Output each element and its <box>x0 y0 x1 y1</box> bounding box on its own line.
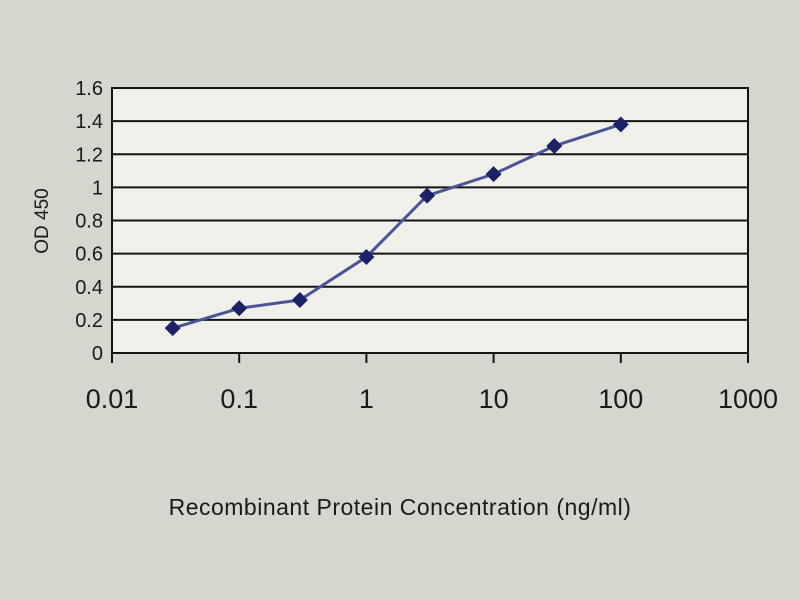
data-point-marker <box>612 116 629 133</box>
data-point-marker <box>485 166 502 183</box>
plot-border <box>111 87 749 354</box>
y-tick-label: 0.2 <box>75 310 103 332</box>
y-tick-label: 0.4 <box>75 277 103 299</box>
y-axis-title: OD 450 <box>32 188 53 254</box>
data-point-marker <box>164 320 181 337</box>
y-tick-label: 0.8 <box>75 211 103 233</box>
y-tick-label: 0 <box>92 343 103 365</box>
x-tick-label: 1000 <box>718 384 778 414</box>
data-point-marker <box>358 248 375 265</box>
x-tick-label: 10 <box>479 384 509 414</box>
data-point-marker <box>419 187 436 204</box>
x-tick-label: 1 <box>359 384 374 414</box>
x-tick-label: 0.01 <box>86 384 139 414</box>
y-tick-label: 0.6 <box>75 244 103 266</box>
data-point-marker <box>231 300 248 317</box>
data-point-marker <box>291 292 308 308</box>
y-tick-label: 1 <box>92 177 103 199</box>
data-point-marker <box>546 137 563 154</box>
x-axis-title: Recombinant Protein Concentration (ng/ml… <box>168 494 632 520</box>
y-tick-label: 1.4 <box>75 111 103 133</box>
series-line <box>172 123 622 330</box>
x-tick-label: 100 <box>598 384 643 414</box>
y-tick-label: 1.6 <box>75 78 103 100</box>
x-tick-label: 0.1 <box>220 384 258 414</box>
y-tick-label: 1.2 <box>75 144 103 166</box>
